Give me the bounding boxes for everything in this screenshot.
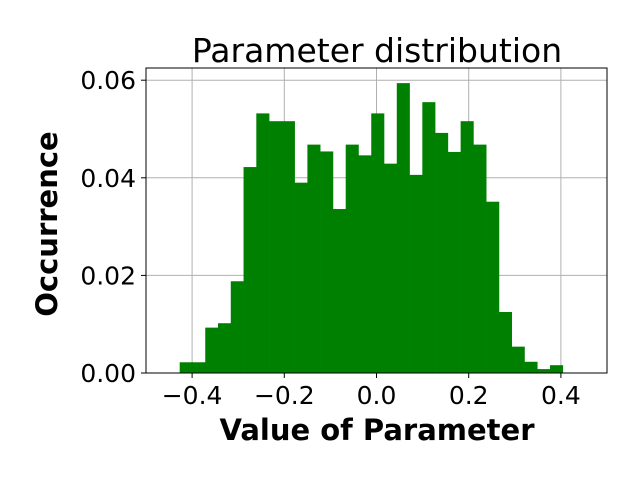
chart-title: Parameter distribution [192, 31, 562, 70]
histogram-bars [179, 83, 564, 374]
histogram-bar-8 [281, 121, 295, 373]
x-tick-label-2: 0.0 [357, 381, 397, 410]
histogram-bar-22 [460, 121, 474, 373]
y-axis-label: Occurrence [30, 131, 64, 316]
x-axis-ticks: −0.4 −0.2 0.0 0.2 0.4 [162, 373, 581, 410]
histogram-bar-15 [371, 113, 385, 373]
histogram-bar-29 [550, 365, 564, 373]
y-tick-label-1: 0.02 [80, 261, 136, 290]
histogram-bar-11 [320, 151, 334, 373]
x-axis-label: Value of Parameter [219, 413, 535, 447]
x-tick-label-3: 0.2 [449, 381, 489, 410]
histogram-bar-17 [396, 83, 410, 374]
histogram-bar-9 [294, 182, 308, 373]
histogram-bar-1 [192, 362, 206, 373]
x-tick-label-1: −0.2 [254, 381, 315, 410]
histogram-bar-21 [447, 151, 461, 373]
histogram-bar-6 [256, 113, 270, 373]
histogram-bar-24 [486, 201, 500, 373]
histogram-bar-7 [269, 121, 283, 373]
histogram-bar-16 [384, 163, 398, 373]
x-tick-label-4: 0.4 [541, 381, 581, 410]
histogram-bar-19 [422, 102, 436, 373]
y-tick-label-0: 0.00 [80, 359, 136, 388]
histogram-bar-12 [332, 209, 347, 373]
histogram-bar-18 [409, 174, 423, 373]
y-tick-label-2: 0.04 [80, 164, 136, 193]
histogram-bar-2 [205, 327, 219, 373]
histogram-bar-4 [230, 281, 244, 373]
histogram-bar-3 [218, 323, 232, 373]
histogram-bar-27 [524, 361, 538, 373]
histogram-bar-28 [537, 369, 551, 373]
histogram-bar-10 [307, 144, 321, 373]
x-tick-label-0: −0.4 [162, 381, 223, 410]
histogram-bar-5 [243, 167, 257, 373]
histogram-bar-25 [498, 312, 513, 373]
histogram-bar-23 [473, 144, 487, 373]
histogram-bar-20 [435, 132, 449, 373]
histogram-bar-26 [511, 346, 525, 373]
histogram-bar-14 [358, 155, 372, 373]
y-axis-ticks: 0.00 0.02 0.04 0.06 [80, 66, 146, 388]
histogram-bar-0 [179, 362, 193, 373]
histogram-bar-13 [345, 144, 359, 373]
y-tick-label-3: 0.06 [80, 66, 136, 95]
